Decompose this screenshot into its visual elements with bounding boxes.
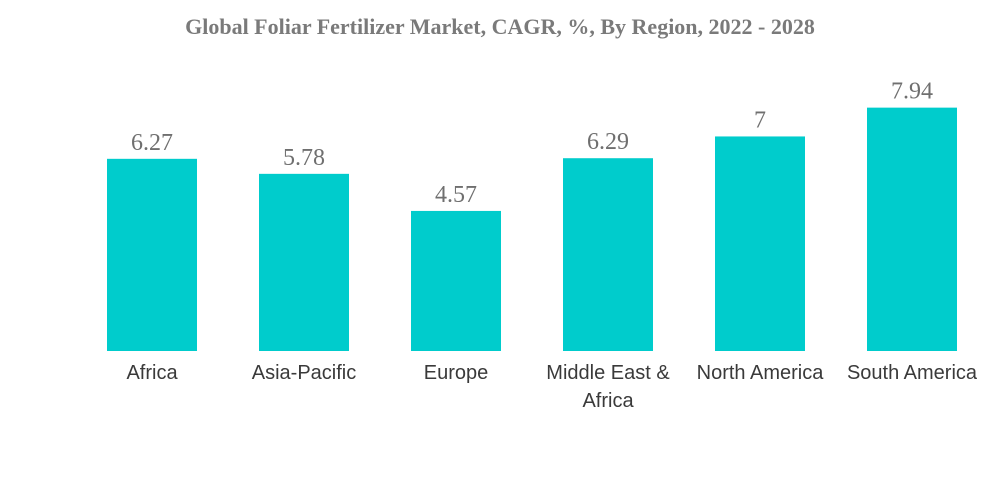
bar-europe xyxy=(411,210,501,351)
category-label: Asia-Pacific xyxy=(252,362,356,384)
category-label: South America xyxy=(847,362,978,384)
bar-north-america xyxy=(715,136,805,351)
category-label: Africa xyxy=(126,362,178,384)
chart-title: Global Foliar Fertilizer Market, CAGR, %… xyxy=(185,14,815,39)
data-label: 6.27 xyxy=(131,130,173,156)
bar-africa xyxy=(107,158,197,351)
data-label: 5.78 xyxy=(283,145,325,171)
category-label: Africa xyxy=(582,390,634,412)
data-label: 6.29 xyxy=(587,129,629,155)
data-label: 7 xyxy=(754,107,766,133)
bar-middle-east-africa xyxy=(563,158,653,351)
category-label: Middle East & xyxy=(546,362,670,384)
bar-south-america xyxy=(867,107,957,351)
category-label: North America xyxy=(697,362,825,384)
category-label: Europe xyxy=(424,362,489,384)
bar-asia-pacific xyxy=(259,173,349,351)
data-label: 4.57 xyxy=(435,182,477,208)
data-label: 7.94 xyxy=(891,79,933,105)
